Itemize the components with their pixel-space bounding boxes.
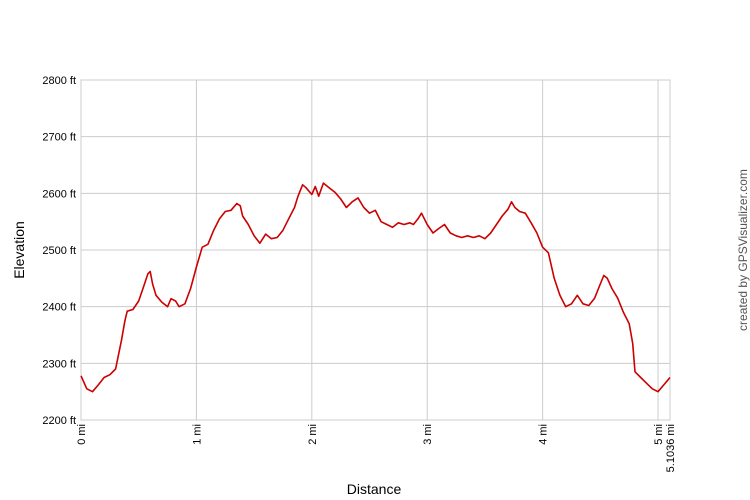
x-tick-label: 2 mi <box>307 424 319 445</box>
y-tick-label: 2200 ft <box>42 415 76 427</box>
credit-text: created by GPSVisualizer.com <box>736 169 750 331</box>
y-tick-label: 2700 ft <box>42 132 76 144</box>
y-tick-label: 2600 ft <box>42 188 76 200</box>
y-tick-label: 2500 ft <box>42 245 76 257</box>
x-axis-title: Distance <box>347 481 402 497</box>
x-gridlines <box>80 80 671 420</box>
x-tick-label: 3 mi <box>422 424 434 445</box>
x-tick-labels: 0 mi 1 mi 2 mi 3 mi 4 mi 5 mi 5.1036 mi <box>76 424 677 472</box>
y-tick-label: 2300 ft <box>42 358 76 370</box>
x-tick-label: 1 mi <box>191 424 203 445</box>
y-tick-label: 2800 ft <box>42 75 76 87</box>
x-tick-label: 5.1036 mi <box>665 424 677 472</box>
elevation-line <box>80 182 671 393</box>
y-tick-label: 2400 ft <box>42 302 76 314</box>
y-tick-labels: 2200 ft 2300 ft 2400 ft 2500 ft 2600 ft 2700 … <box>42 75 76 427</box>
x-tick-label: 5 mi <box>653 424 665 445</box>
y-gridlines <box>81 79 670 421</box>
series-layer <box>80 182 671 393</box>
x-tick-label: 0 mi <box>76 424 88 445</box>
x-tick-label: 4 mi <box>538 424 550 445</box>
y-axis-title: Elevation <box>11 221 27 279</box>
